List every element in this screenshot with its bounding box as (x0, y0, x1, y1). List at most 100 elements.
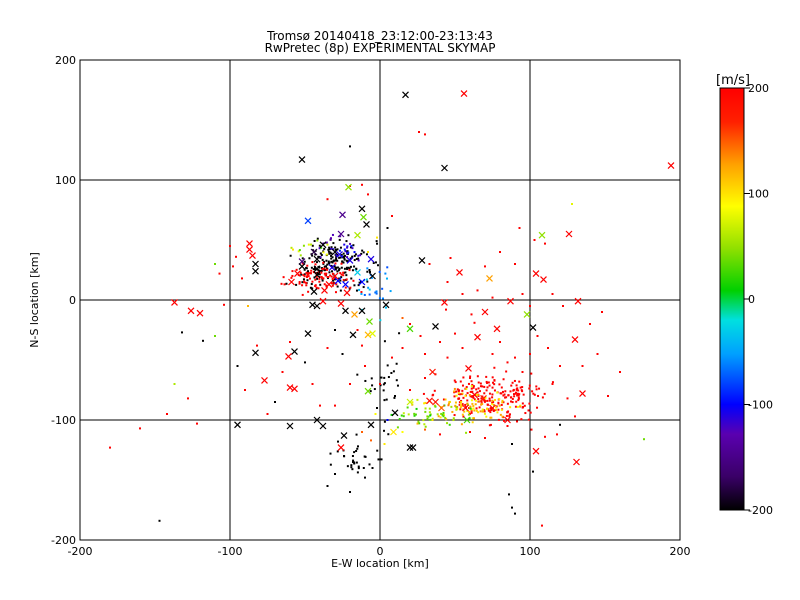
data-point (453, 387, 456, 390)
data-point (218, 272, 221, 275)
data-point (326, 347, 329, 349)
data-point-cross (319, 241, 327, 249)
data-point (378, 270, 381, 273)
data-point-cross (309, 301, 316, 309)
data-point (298, 249, 301, 252)
data-point (345, 250, 348, 253)
data-point (308, 277, 311, 280)
data-point (458, 393, 461, 396)
x-tick-label: -100 (218, 545, 243, 558)
data-point (334, 246, 337, 249)
data-point (488, 397, 491, 400)
data-point-cross (406, 325, 414, 333)
data-point (518, 393, 521, 396)
data-point (349, 246, 352, 249)
data-point (330, 247, 333, 250)
data-point-cross (285, 352, 292, 360)
data-point (596, 353, 599, 355)
data-point (482, 409, 485, 412)
data-point (343, 254, 346, 257)
data-point-cross (339, 211, 346, 219)
data-point-cross (234, 421, 241, 429)
data-point-cross (343, 289, 351, 297)
data-point (495, 406, 498, 409)
data-point (411, 401, 414, 404)
data-point (281, 371, 284, 373)
data-point-cross (418, 256, 426, 264)
data-point (466, 402, 469, 405)
data-point (331, 261, 334, 264)
data-point (453, 390, 456, 393)
data-point (416, 398, 419, 401)
data-point (301, 262, 304, 265)
data-point (383, 376, 386, 379)
data-point (301, 284, 304, 287)
data-point (330, 257, 333, 260)
data-point (320, 269, 323, 272)
data-point (506, 361, 509, 364)
data-point (501, 415, 504, 418)
data-point (241, 277, 243, 280)
data-point (303, 281, 306, 284)
data-point (498, 404, 501, 407)
data-point (385, 277, 388, 280)
data-point-cross (364, 331, 372, 339)
data-point (333, 265, 336, 268)
data-point (491, 381, 494, 384)
data-point (340, 266, 343, 269)
data-point (361, 344, 363, 347)
data-point-cross (406, 398, 414, 406)
data-point (326, 243, 329, 246)
data-point (418, 422, 421, 425)
data-point (466, 409, 469, 412)
data-point (343, 455, 345, 457)
data-point (469, 431, 471, 433)
data-point-cross (456, 268, 463, 276)
data-point-cross (310, 288, 318, 296)
data-point (414, 413, 417, 416)
data-point (501, 390, 504, 393)
data-point (308, 272, 311, 275)
data-point (355, 449, 358, 452)
data-point (446, 356, 449, 359)
data-point-cross (319, 297, 327, 305)
data-point (509, 390, 512, 393)
data-point (345, 259, 348, 262)
data-point (423, 402, 426, 405)
data-point (448, 423, 451, 426)
data-point (349, 257, 352, 260)
data-point (449, 257, 452, 259)
colorbar-tick-label: -200 (748, 504, 773, 517)
data-point-cross (196, 309, 204, 317)
data-point (364, 379, 367, 382)
data-point (472, 385, 475, 388)
data-point (477, 411, 480, 414)
data-point (461, 347, 464, 349)
data-point (340, 273, 343, 276)
data-point (499, 392, 502, 395)
data-point (513, 395, 516, 398)
data-point-cross (313, 255, 321, 263)
data-point (488, 424, 491, 427)
data-point (327, 248, 330, 251)
data-point (346, 246, 349, 249)
data-point (424, 133, 426, 136)
data-point (319, 256, 322, 259)
data-point (532, 392, 535, 395)
data-point (340, 254, 343, 257)
data-point-cross (337, 444, 345, 452)
x-tick-label: -200 (68, 545, 93, 558)
data-point-cross (523, 310, 531, 318)
data-point-cross (319, 422, 327, 430)
data-point (330, 246, 333, 249)
data-point (326, 198, 329, 201)
data-point (307, 270, 310, 273)
data-point (341, 256, 344, 259)
data-point (470, 409, 473, 412)
data-point (366, 267, 369, 270)
data-point (465, 386, 468, 389)
data-point-cross (298, 156, 306, 164)
data-point (497, 418, 500, 421)
data-point (377, 458, 380, 461)
data-point (489, 416, 492, 419)
